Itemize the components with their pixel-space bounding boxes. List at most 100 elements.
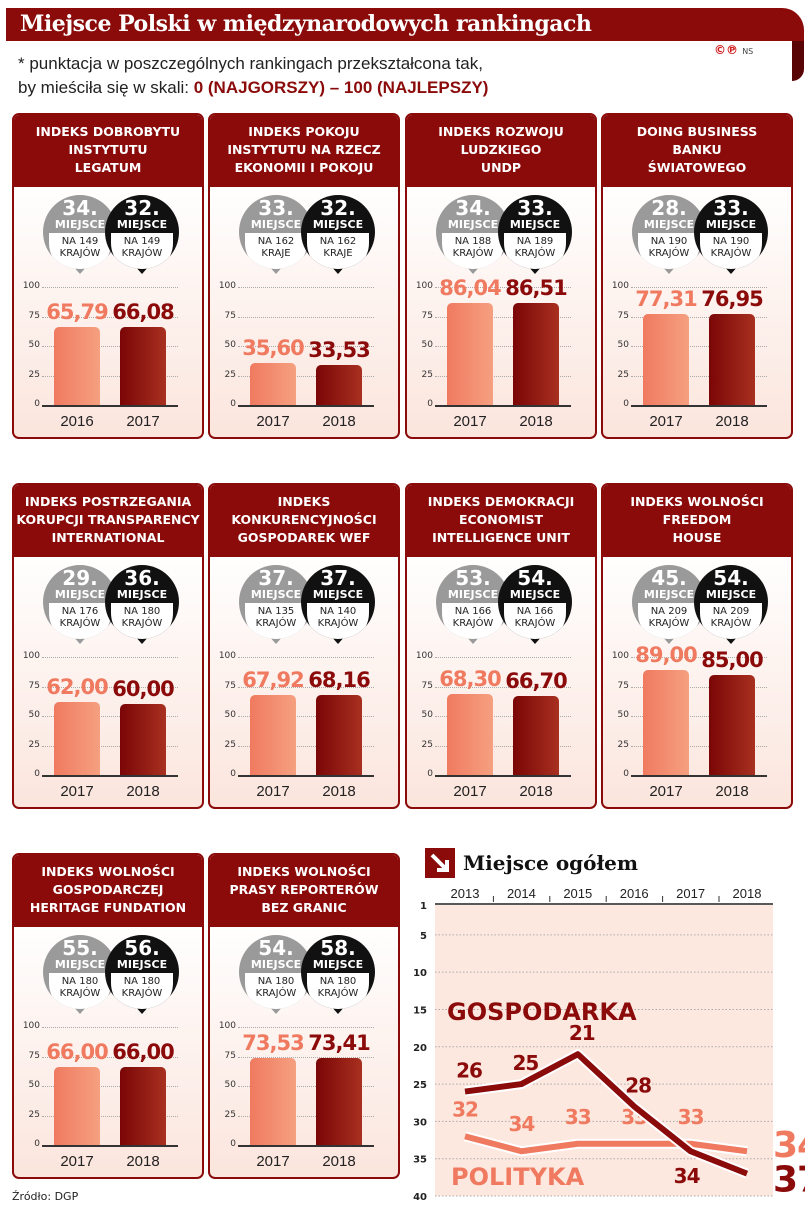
y-tick-label: 0 <box>34 1139 40 1149</box>
gridline <box>631 716 767 717</box>
rank-place: 36. <box>124 566 160 590</box>
rank-of: NA 135 KRAJÓW <box>245 603 307 639</box>
page-title: Miejsce Polski w międzynarodowych rankin… <box>20 11 592 37</box>
x-tick-label: 2017 <box>256 1153 290 1170</box>
gridline <box>631 375 767 377</box>
bar-value-label: 77,31 <box>635 286 697 311</box>
gridline <box>631 686 767 688</box>
rank-label: MIEJSCE <box>312 218 364 231</box>
bar <box>316 1058 362 1145</box>
x-axis-line <box>238 405 374 407</box>
badge-pointer <box>661 635 677 644</box>
bar <box>316 694 362 775</box>
gridline <box>435 375 571 377</box>
bar-value-label: 66,70 <box>505 669 567 694</box>
rank-label: MIEJSCE <box>509 588 561 601</box>
gridline <box>238 657 374 658</box>
y-tick-label: 30 <box>413 1117 427 1128</box>
rank-of: NA 162 KRAJE <box>307 233 369 269</box>
rank-of: NA 166 KRAJÓW <box>504 603 566 639</box>
bar <box>250 1058 296 1145</box>
y-tick-label: 75 <box>224 310 236 321</box>
card-title: INDEKS DEMOKRACJI ECONOMIST INTELLIGENCE… <box>407 485 595 557</box>
y-tick-label: 50 <box>421 710 433 720</box>
bar <box>513 696 559 775</box>
gridline <box>435 287 571 288</box>
bar <box>643 313 689 405</box>
ranking-card: INDEKS DEMOKRACJI ECONOMIST INTELLIGENCE… <box>405 483 597 809</box>
gridline <box>238 316 374 318</box>
x-axis-line <box>435 775 571 777</box>
data-label: 26 <box>456 1059 482 1083</box>
rank-of: NA 189 KRAJÓW <box>504 233 566 269</box>
rank-place: 55. <box>62 936 98 960</box>
y-tick-label: 25 <box>617 739 629 750</box>
copyright-mark: ©℗ <box>714 43 738 57</box>
y-tick-label: 75 <box>421 310 433 321</box>
x-tick-label: 2017 <box>676 886 705 901</box>
x-axis-line <box>631 775 767 777</box>
rank-badge: 33. MIEJSCE NA 162 KRAJE <box>239 195 313 269</box>
bar <box>54 1067 100 1145</box>
gridline <box>42 657 178 658</box>
card-title: INDEKS KONKURENCYJNOŚCI GOSPODAREK WEF <box>210 485 398 557</box>
rank-label: MIEJSCE <box>116 958 168 971</box>
rank-badge: 34. MIEJSCE NA 149 KRAJÓW <box>43 195 117 269</box>
rank-of: NA 149 KRAJÓW <box>111 233 173 269</box>
bar-value-label: 62,00 <box>46 674 108 699</box>
x-tick-label: 2016 <box>60 413 94 430</box>
gridline <box>42 1115 178 1117</box>
rank-place: 34. <box>62 196 98 220</box>
bar <box>120 1067 166 1145</box>
scale-note: * punktacja w poszczególnych rankingach … <box>18 52 488 100</box>
x-axis-line <box>435 405 571 407</box>
badge-pointer <box>661 265 677 274</box>
series-line-polityka <box>464 1133 748 1155</box>
rank-place: 37. <box>320 566 356 590</box>
y-tick-label: 25 <box>28 1109 40 1120</box>
ranking-card: INDEKS WOLNOŚCI FREEDOM HOUSE 45. MIEJSCE N… <box>601 483 793 809</box>
x-tick-label: 2018 <box>519 783 553 800</box>
gridline <box>238 1115 374 1117</box>
rank-badge: 32. MIEJSCE NA 149 KRAJÓW <box>105 195 179 269</box>
y-tick-label: 100 <box>611 651 629 661</box>
rank-label: MIEJSCE <box>54 588 106 601</box>
bar <box>120 327 166 405</box>
line-chart-title: Miejsce ogółem <box>463 851 638 875</box>
y-tick-label: 25 <box>421 739 433 750</box>
rank-of: NA 166 KRAJÓW <box>442 603 504 639</box>
y-tick-label: 75 <box>224 1050 236 1061</box>
gridline <box>42 1056 178 1058</box>
rank-of: NA 180 KRAJÓW <box>111 973 173 1009</box>
rank-badge: 54. MIEJSCE NA 209 KRAJÓW <box>694 565 768 639</box>
x-tick-label: 2018 <box>519 413 553 430</box>
rank-badge: 45. MIEJSCE NA 209 KRAJÓW <box>632 565 706 639</box>
y-tick-label: 50 <box>421 340 433 350</box>
y-tick-label: 25 <box>224 369 236 380</box>
gridline <box>238 745 374 747</box>
gridline <box>42 346 178 347</box>
bar-value-label: 66,00 <box>46 1040 108 1065</box>
x-tick-label: 2017 <box>256 413 290 430</box>
rank-of: NA 190 KRAJÓW <box>700 233 762 269</box>
bar <box>447 694 493 775</box>
rank-place: 56. <box>124 936 160 960</box>
y-tick-label: 0 <box>230 1139 236 1149</box>
y-tick-label: 0 <box>623 769 629 779</box>
data-label: 34 <box>674 1164 700 1188</box>
x-tick-label: 2018 <box>126 1153 160 1170</box>
rank-of: NA 149 KRAJÓW <box>49 233 111 269</box>
rank-place: 33. <box>517 196 553 220</box>
y-tick-label: 25 <box>224 739 236 750</box>
bar-value-label: 68,16 <box>308 667 370 692</box>
data-label: 28 <box>625 1073 651 1097</box>
rank-badge: 32. MIEJSCE NA 162 KRAJE <box>301 195 375 269</box>
x-axis-line <box>42 405 178 407</box>
rank-label: MIEJSCE <box>116 218 168 231</box>
note-scale: 0 (NAJGORSZY) – 100 (NAJLEPSZY) <box>193 78 489 97</box>
gridline <box>238 1056 374 1058</box>
rank-of: NA 140 KRAJÓW <box>307 603 369 639</box>
bar-value-label: 60,00 <box>112 677 174 702</box>
rank-label: MIEJSCE <box>705 218 757 231</box>
badge-pointer <box>134 1005 150 1014</box>
